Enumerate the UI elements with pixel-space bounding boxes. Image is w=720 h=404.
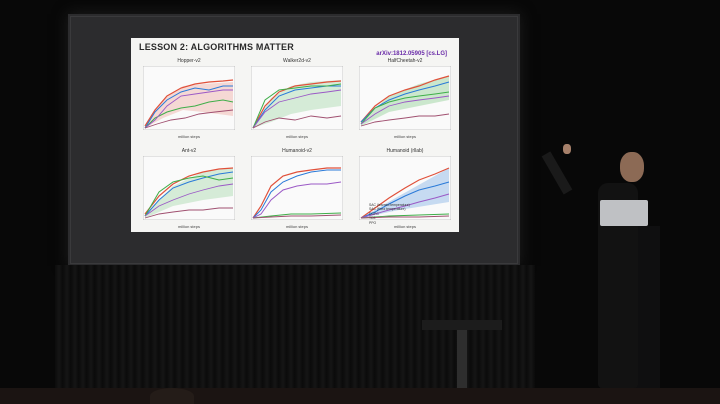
plot-xlabel: million steps (177, 134, 200, 139)
plot-title: Walker2d-v2 (283, 58, 311, 64)
plot-title: HalfCheetah-v2 (387, 58, 423, 64)
stand-top (422, 320, 502, 330)
slide: LESSON 2: ALGORITHMS MATTER arXiv:1812.0… (131, 38, 459, 232)
plot-ant-chart (143, 156, 235, 220)
plot-title: Hopper-v2 (177, 58, 201, 64)
plot-halfcheetah-chart (359, 66, 451, 130)
stage-stand (422, 320, 502, 390)
audience-head (150, 388, 194, 404)
plot-hopper-chart (143, 66, 235, 130)
plot-ant: Ant-v2 million steps (143, 148, 235, 229)
plot-xlabel: million steps (285, 224, 308, 229)
plot-title: Humanoid (rllab) (386, 148, 424, 154)
plot-xlabel: million steps (177, 224, 200, 229)
plot-humanoid-chart (251, 156, 343, 220)
slide-reference: arXiv:1812.05905 [cs.LG] (376, 51, 447, 57)
plot-humanoid-rllab-chart (359, 156, 451, 220)
plot-halfcheetah: HalfCheetah-v2 million steps (359, 58, 451, 139)
legend-item-sac-fixed: SAC (fixed temperature) (369, 207, 406, 212)
stand-pole (457, 330, 467, 388)
legend-item-td3: TD3 (369, 216, 376, 221)
plot-title: Humanoid-v2 (282, 148, 312, 154)
plot-walker: Walker2d-v2 million steps (251, 58, 343, 139)
speaker-hand (563, 144, 571, 154)
plot-xlabel: million steps (285, 134, 308, 139)
legend-item-ppo: PPO (369, 220, 377, 225)
plot-humanoid-rllab: Humanoid (rllab) million steps (359, 148, 451, 229)
plot-title: Ant-v2 (181, 148, 197, 154)
plot-xlabel: million steps (393, 224, 416, 229)
legend-item-ddpg: DDPG (369, 211, 379, 216)
laptop (600, 200, 648, 226)
speaker-head (620, 152, 644, 182)
legend-item-sac-learned: SAC (learned temperature) (369, 203, 410, 207)
screen-frame (70, 16, 518, 264)
plot-walker-chart (251, 66, 343, 130)
slide-title: LESSON 2: ALGORITHMS MATTER (139, 42, 294, 52)
stage-floor (0, 388, 720, 404)
apple-logo-icon (620, 208, 628, 216)
plot-xlabel: million steps (393, 134, 416, 139)
plot-legend: SAC (learned temperature) SAC (fixed tem… (369, 203, 410, 225)
plot-humanoid: Humanoid-v2 million steps (251, 148, 343, 229)
plot-hopper: Hopper-v2 million steps (143, 58, 235, 139)
